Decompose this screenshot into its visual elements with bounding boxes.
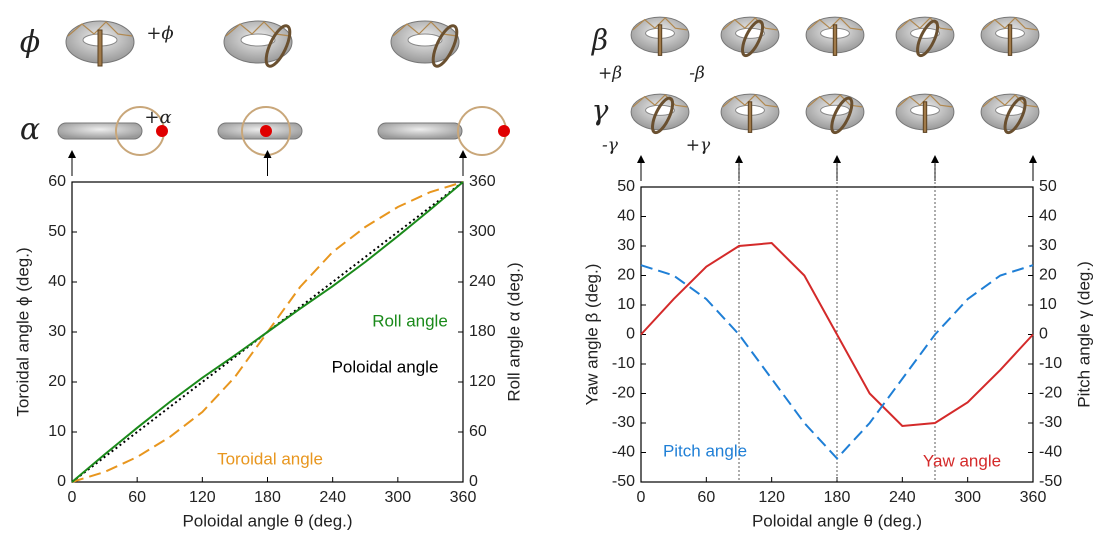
- series-label: Toroidal angle: [217, 449, 323, 468]
- rod: [923, 102, 926, 133]
- rod: [748, 102, 751, 133]
- y2-tick-label: -10: [1039, 355, 1062, 372]
- rod: [658, 25, 661, 56]
- y2-tick-label: 300: [469, 223, 496, 240]
- y2-tick-label: 50: [1039, 178, 1057, 195]
- x-tick-label: 60: [128, 489, 146, 506]
- y-axis-label: Yaw angle β (deg.): [582, 264, 601, 406]
- series-line: [72, 182, 463, 482]
- angle-symbol: α: [20, 112, 40, 147]
- x-tick-label: 0: [68, 489, 77, 506]
- y-tick-label: 0: [626, 326, 635, 343]
- series-label: Pitch angle: [663, 441, 747, 460]
- x-tick-label: 360: [1020, 489, 1047, 506]
- angle-symbol: ϕ: [20, 25, 40, 60]
- y-tick-label: 40: [48, 273, 66, 290]
- y-tick-label: 10: [48, 423, 66, 440]
- y-tick-label: 20: [617, 267, 635, 284]
- y2-tick-label: 120: [469, 373, 496, 390]
- x-tick-label: 180: [254, 489, 281, 506]
- x-axis-label: Poloidal angle θ (deg.): [182, 511, 352, 530]
- angle-symbol: +γ: [686, 136, 711, 156]
- x-tick-label: 300: [384, 489, 411, 506]
- y-tick-label: 20: [48, 373, 66, 390]
- rod: [98, 30, 102, 66]
- y2-tick-label: 0: [469, 473, 478, 490]
- y-tick-label: 40: [617, 208, 635, 225]
- y2-tick-label: 20: [1039, 267, 1057, 284]
- x-tick-label: 240: [889, 489, 916, 506]
- y2-tick-label: -20: [1039, 385, 1062, 402]
- x-tick-label: 60: [697, 489, 715, 506]
- y-tick-label: 10: [617, 296, 635, 313]
- y2-axis-label: Roll angle α (deg.): [504, 262, 523, 401]
- angle-symbol: +ϕ: [146, 23, 173, 44]
- y-tick-label: 60: [48, 173, 66, 190]
- y2-tick-label: 0: [1039, 326, 1048, 343]
- y-tick-label: -30: [612, 414, 635, 431]
- y2-tick-label: 180: [469, 323, 496, 340]
- y-tick-label: 0: [57, 473, 66, 490]
- y2-tick-label: 360: [469, 173, 496, 190]
- x-tick-label: 360: [450, 489, 477, 506]
- y2-tick-label: 240: [469, 273, 496, 290]
- y2-tick-label: -40: [1039, 444, 1062, 461]
- y2-tick-label: 30: [1039, 237, 1057, 254]
- y-tick-label: -10: [612, 355, 635, 372]
- y-tick-label: -20: [612, 385, 635, 402]
- y2-axis-label: Pitch angle γ (deg.): [1074, 261, 1093, 407]
- roll-dot: [260, 125, 272, 137]
- y-tick-label: -40: [612, 444, 635, 461]
- y-tick-label: 30: [617, 237, 635, 254]
- y-tick-label: 50: [617, 178, 635, 195]
- angle-symbol: +β: [598, 64, 622, 84]
- torus-side: [378, 123, 462, 139]
- x-tick-label: 120: [758, 489, 785, 506]
- y-axis-label: Toroidal angle ϕ (deg.): [13, 247, 32, 416]
- torus-side: [58, 123, 142, 139]
- y2-tick-label: 40: [1039, 208, 1057, 225]
- y2-tick-label: 10: [1039, 296, 1057, 313]
- x-tick-label: 300: [954, 489, 981, 506]
- y2-tick-label: -50: [1039, 473, 1062, 490]
- x-tick-label: 120: [189, 489, 216, 506]
- x-tick-label: 0: [637, 489, 646, 506]
- series-label: Roll angle: [372, 311, 448, 330]
- x-axis-label: Poloidal angle θ (deg.): [752, 511, 922, 530]
- angle-symbol: -γ: [602, 136, 619, 156]
- angle-symbol: +α: [144, 107, 171, 128]
- angle-symbol: -β: [689, 64, 705, 84]
- y-tick-label: 50: [48, 223, 66, 240]
- angle-symbol: β: [591, 24, 608, 57]
- y-tick-label: 30: [48, 323, 66, 340]
- roll-dot: [498, 125, 510, 137]
- y2-tick-label: 60: [469, 423, 487, 440]
- rod: [833, 25, 836, 56]
- angle-symbol: γ: [592, 94, 609, 127]
- y2-tick-label: -30: [1039, 414, 1062, 431]
- x-tick-label: 180: [824, 489, 851, 506]
- rod: [1008, 25, 1011, 56]
- x-tick-label: 240: [319, 489, 346, 506]
- series-label: Poloidal angle: [332, 357, 439, 376]
- figure: 0601201802403003600102030405060060120180…: [0, 0, 1097, 540]
- series-label: Yaw angle: [923, 451, 1001, 470]
- y-tick-label: -50: [612, 473, 635, 490]
